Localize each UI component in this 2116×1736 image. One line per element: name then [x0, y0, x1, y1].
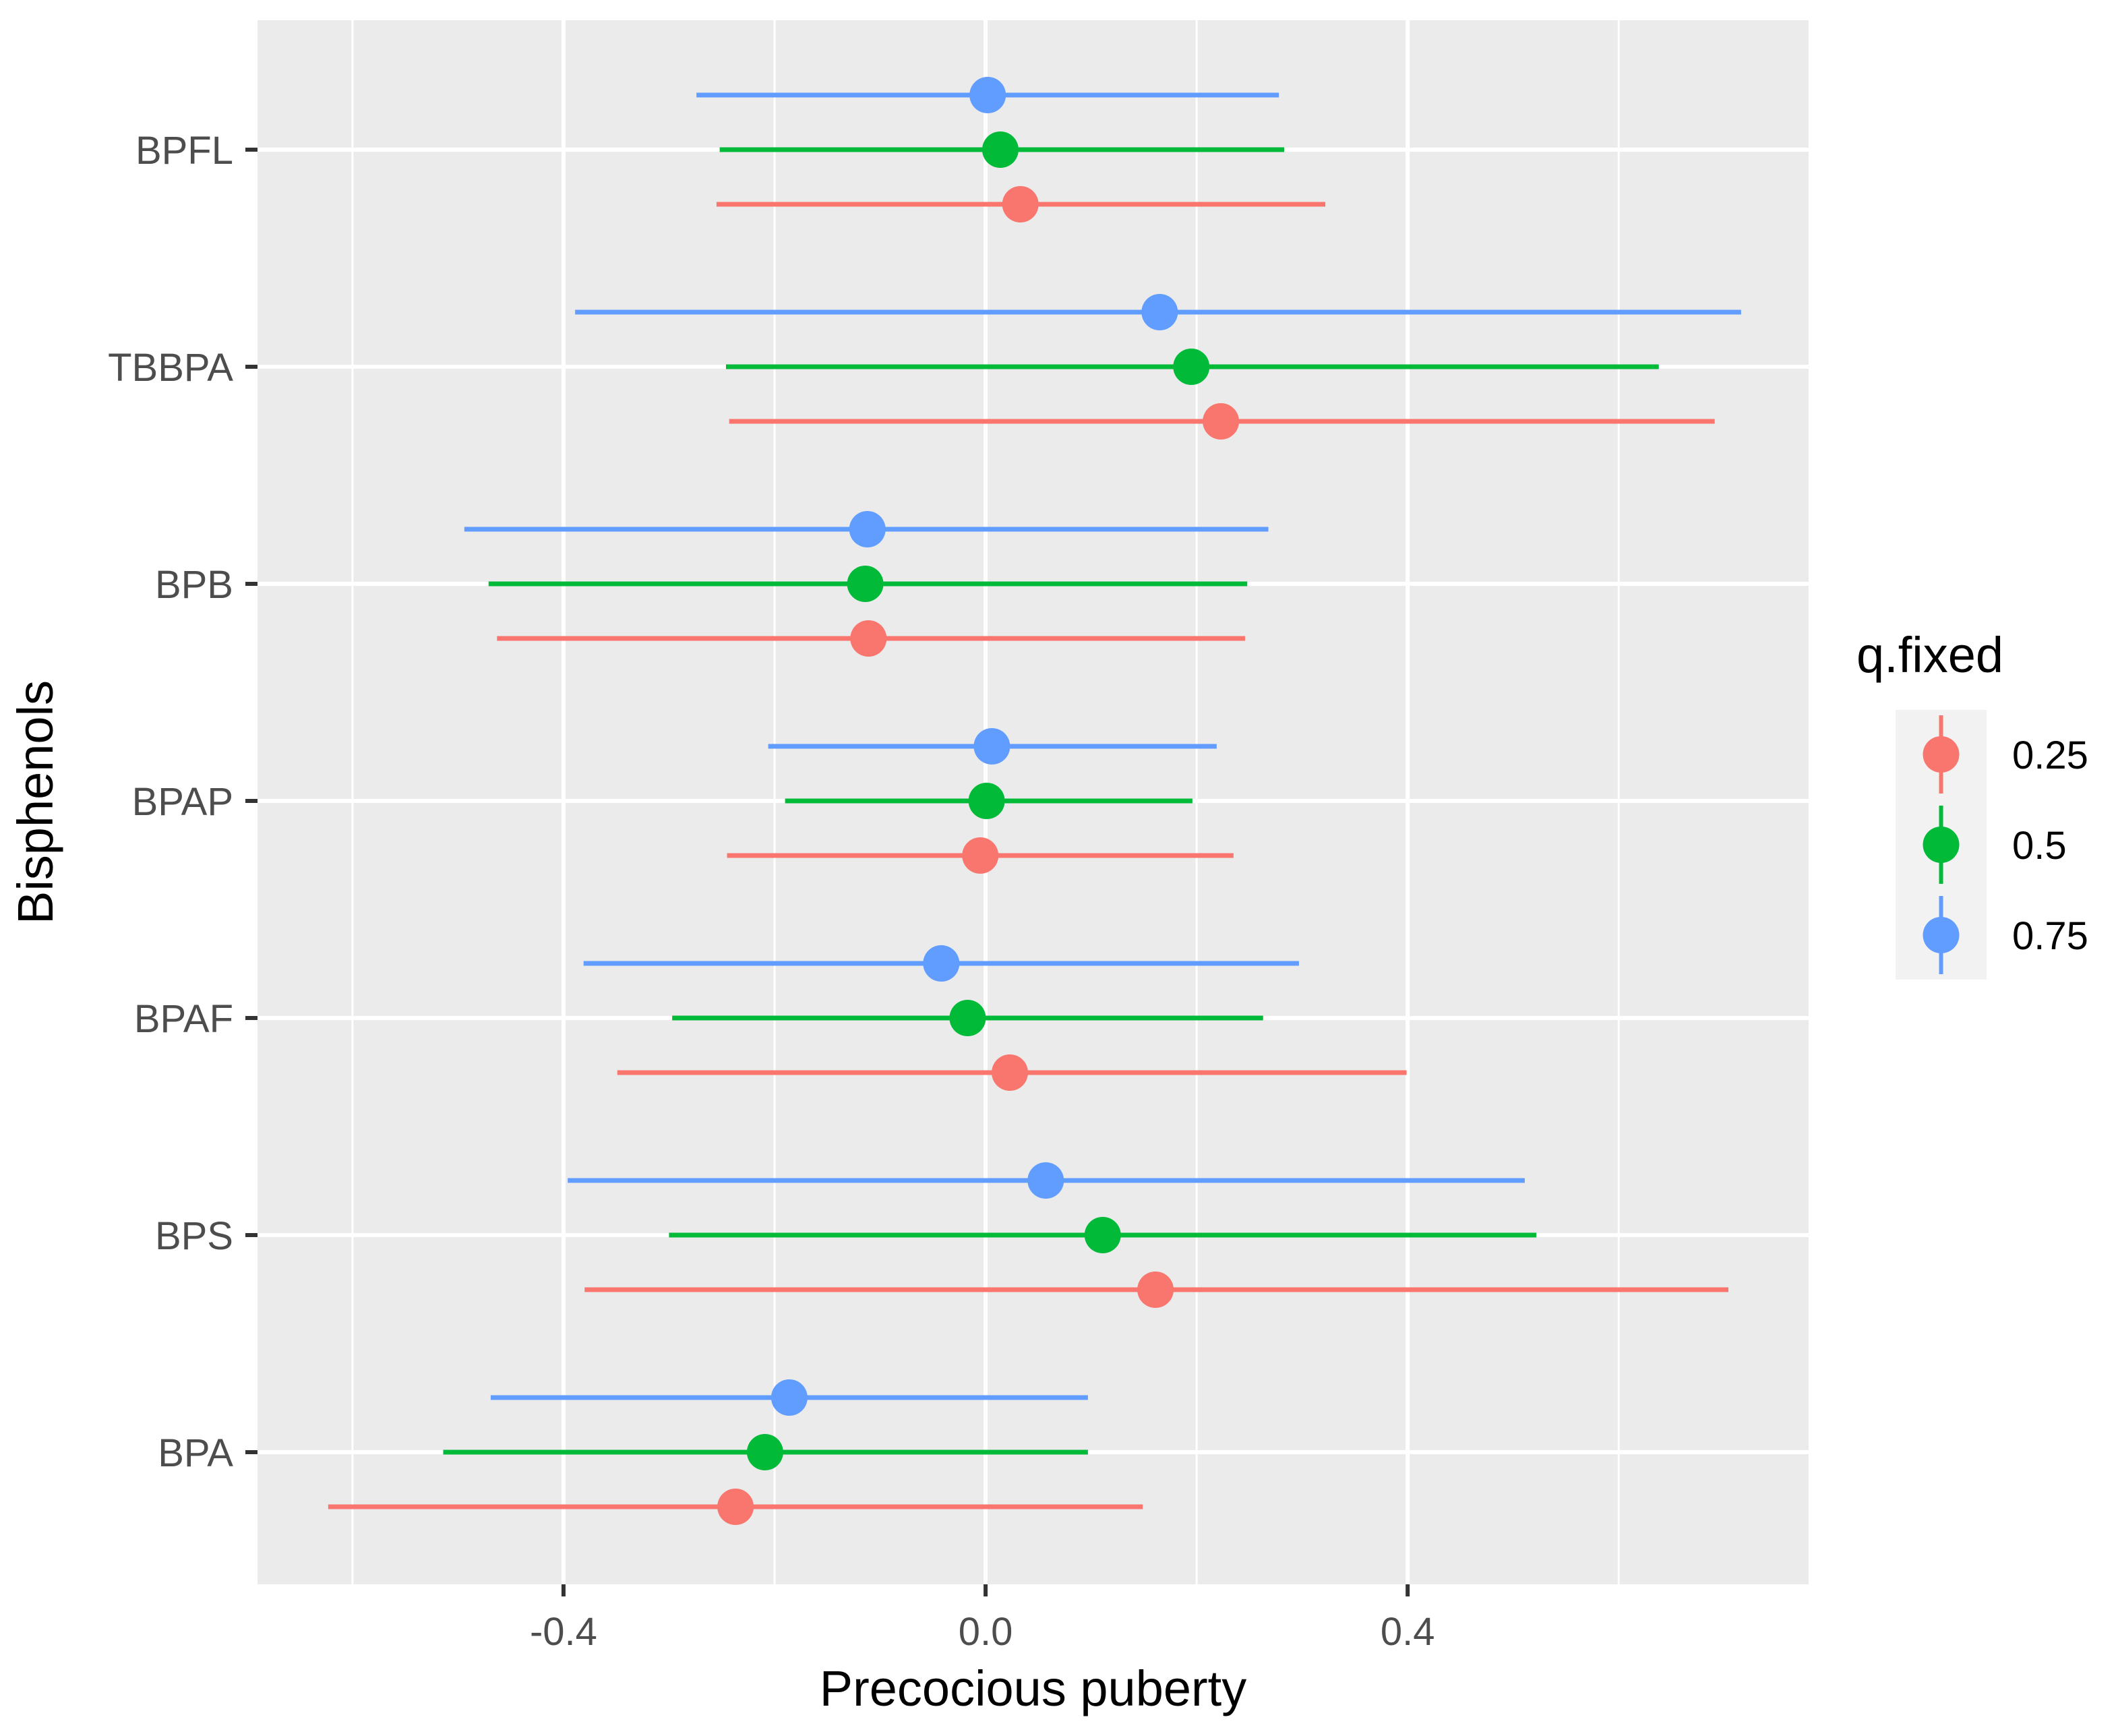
data-point: [1173, 349, 1210, 385]
y-tick-label: TBBPA: [108, 346, 233, 390]
legend-entry: 0.25: [1923, 715, 2088, 794]
data-point: [770, 1379, 808, 1416]
data-point: [1084, 1217, 1121, 1253]
data-point: [717, 1489, 754, 1525]
legend-entries: 0.25 0.5 0.75: [1923, 715, 2088, 974]
legend-entry: 0.75: [1923, 896, 2088, 974]
data-point: [962, 837, 999, 874]
series-0-25: [328, 186, 1729, 1525]
data-point: [850, 620, 887, 657]
series-0-75: [464, 77, 1741, 1416]
series-0-5: [443, 131, 1659, 1470]
legend: q.fixed 0.25 0.5 0.75: [1856, 627, 2088, 980]
legend-key-point: [1923, 736, 1960, 773]
data-point: [849, 511, 886, 547]
data-point: [1027, 1162, 1064, 1199]
data-point: [973, 728, 1010, 765]
legend-title: q.fixed: [1856, 627, 2003, 683]
data-point: [969, 77, 1006, 113]
data-point: [923, 945, 960, 982]
data-point: [1002, 186, 1039, 222]
legend-key-point: [1923, 917, 1960, 953]
data-point: [847, 566, 884, 602]
data-point: [1141, 294, 1178, 330]
data-point: [968, 783, 1005, 819]
y-tick-label: BPS: [155, 1214, 233, 1258]
data-point: [992, 1054, 1029, 1091]
y-tick-label: BPFL: [135, 129, 233, 173]
y-tick-label: BPA: [158, 1431, 233, 1475]
data-point: [981, 131, 1019, 168]
legend-entry-label: 0.75: [2012, 914, 2088, 958]
series-layer: [328, 77, 1741, 1525]
y-tick-label: BPB: [155, 563, 233, 607]
legend-entry-label: 0.25: [2012, 734, 2088, 777]
legend-entry: 0.5: [1923, 806, 2067, 884]
data-point: [949, 1000, 986, 1036]
x-axis-title: Precocious puberty: [820, 1660, 1246, 1716]
x-tick-label: -0.4: [530, 1610, 597, 1654]
y-tick-label: BPAF: [134, 997, 233, 1041]
legend-entry-label: 0.5: [2012, 824, 2067, 868]
tick-labels: -0.4 0.0 0.4 BPFL TBBPA BPB BPAP BPAF BPS BPA: [108, 129, 1434, 1654]
legend-key-point: [1923, 827, 1960, 863]
y-tick-label: BPAP: [132, 780, 233, 824]
data-point: [746, 1434, 783, 1470]
x-tick-label: 0.4: [1381, 1610, 1435, 1654]
axis-ticks: [245, 148, 1410, 1596]
data-point: [1203, 403, 1240, 440]
y-axis-title: Bisphenols: [7, 680, 63, 924]
x-tick-label: 0.0: [959, 1610, 1013, 1654]
data-point: [1137, 1271, 1174, 1308]
